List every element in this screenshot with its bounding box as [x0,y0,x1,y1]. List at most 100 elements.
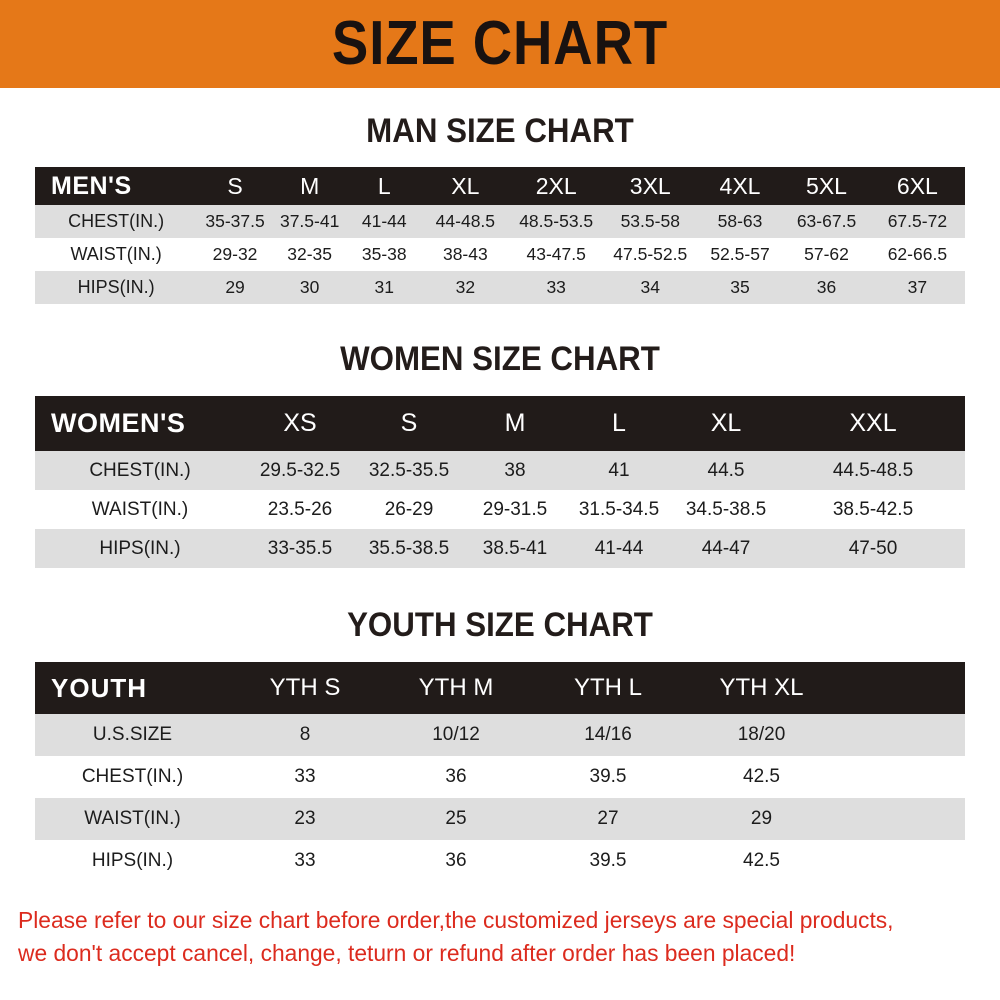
youth-row-label: U.S.SIZE [35,714,230,756]
youth-cell: 18/20 [684,714,839,756]
page-title: SIZE CHART [331,9,669,78]
youth-cell: 14/16 [532,714,684,756]
men-row-label: HIPS(IN.) [35,271,198,304]
men-table-header-row: MEN'S S M L XL 2XL 3XL 4XL 5XL 6XL [35,167,965,205]
youth-cell-spacer [839,756,965,798]
women-cell: 41-44 [567,529,671,568]
men-cell: 48.5-53.5 [508,205,604,238]
men-cell: 35 [696,271,784,304]
men-cell: 30 [272,271,347,304]
youth-cell: 36 [380,756,532,798]
table-row: CHEST(IN.) 33 36 39.5 42.5 [35,756,965,798]
women-cell: 29.5-32.5 [245,451,355,490]
women-cell: 38 [463,451,567,490]
women-cell: 32.5-35.5 [355,451,463,490]
men-col-header: XL [422,167,509,205]
men-col-header: 6XL [869,167,965,205]
women-cell: 44.5-48.5 [781,451,965,490]
women-row-label: WAIST(IN.) [35,490,245,529]
men-cell: 32 [422,271,509,304]
men-col-header: 3XL [603,167,697,205]
youth-cell: 27 [532,798,684,840]
youth-cell-spacer [839,714,965,756]
disclaimer: Please refer to our size chart before or… [0,904,1000,971]
youth-cell: 25 [380,798,532,840]
women-row-label: HIPS(IN.) [35,529,245,568]
man-section-title: MAN SIZE CHART [366,112,634,150]
youth-cell: 33 [230,840,380,882]
men-cell: 63-67.5 [783,205,870,238]
table-row: U.S.SIZE 8 10/12 14/16 18/20 [35,714,965,756]
men-col-header: 2XL [508,167,604,205]
men-col-header: S [197,167,273,205]
disclaimer-line-2: we don't accept cancel, change, teturn o… [18,940,796,967]
women-cell: 31.5-34.5 [567,490,671,529]
youth-cell: 23 [230,798,380,840]
women-col-header: XS [245,396,355,451]
men-cell: 44-48.5 [422,205,509,238]
youth-row-label: HIPS(IN.) [35,840,230,882]
youth-table-header-row: YOUTH YTH S YTH M YTH L YTH XL [35,662,965,714]
women-cell: 38.5-42.5 [781,490,965,529]
men-cell: 38-43 [422,238,509,271]
youth-header-spacer [839,662,965,714]
youth-cell: 33 [230,756,380,798]
men-cell: 37 [869,271,965,304]
men-size-table: MEN'S S M L XL 2XL 3XL 4XL 5XL 6XL CHEST… [35,167,965,304]
men-cell: 58-63 [696,205,784,238]
youth-cell: 42.5 [684,756,839,798]
youth-cell: 10/12 [380,714,532,756]
women-cell: 44.5 [671,451,781,490]
men-cell: 34 [603,271,697,304]
men-corner-label: MEN'S [35,167,198,205]
men-col-header: M [272,167,347,205]
men-cell: 47.5-52.5 [603,238,697,271]
men-cell: 57-62 [783,238,870,271]
women-col-header: M [463,396,567,451]
women-col-header: XXL [781,396,965,451]
women-col-header: S [355,396,463,451]
youth-row-label: WAIST(IN.) [35,798,230,840]
women-cell: 47-50 [781,529,965,568]
women-row-label: CHEST(IN.) [35,451,245,490]
page-banner: SIZE CHART [0,0,1000,88]
table-row: HIPS(IN.) 33-35.5 35.5-38.5 38.5-41 41-4… [35,529,965,568]
men-col-header: L [346,167,423,205]
women-cell: 38.5-41 [463,529,567,568]
youth-cell: 8 [230,714,380,756]
women-col-header: XL [671,396,781,451]
women-table-header-row: WOMEN'S XS S M L XL XXL [35,396,965,451]
youth-corner-label: YOUTH [35,662,230,714]
disclaimer-line-1: Please refer to our size chart before or… [18,907,894,933]
youth-cell: 36 [380,840,532,882]
table-row: HIPS(IN.) 29 30 31 32 33 34 35 36 37 [35,271,965,304]
men-cell: 29 [197,271,273,304]
men-cell: 31 [346,271,423,304]
youth-cell: 39.5 [532,756,684,798]
men-cell: 35-37.5 [197,205,273,238]
table-row: CHEST(IN.) 29.5-32.5 32.5-35.5 38 41 44.… [35,451,965,490]
women-size-table: WOMEN'S XS S M L XL XXL CHEST(IN.) 29.5-… [35,396,965,568]
youth-col-header: YTH L [532,662,684,714]
women-cell: 23.5-26 [245,490,355,529]
table-row: HIPS(IN.) 33 36 39.5 42.5 [35,840,965,882]
youth-col-header: YTH S [230,662,380,714]
men-cell: 37.5-41 [272,205,347,238]
men-cell: 35-38 [346,238,423,271]
women-cell: 26-29 [355,490,463,529]
men-cell: 29-32 [197,238,273,271]
men-cell: 62-66.5 [869,238,965,271]
youth-cell-spacer [839,798,965,840]
men-row-label: WAIST(IN.) [35,238,198,271]
youth-size-table: YOUTH YTH S YTH M YTH L YTH XL U.S.SIZE … [35,662,965,882]
youth-cell: 29 [684,798,839,840]
men-cell: 43-47.5 [508,238,604,271]
men-row-label: CHEST(IN.) [35,205,198,238]
women-corner-label: WOMEN'S [35,396,245,451]
women-col-header: L [567,396,671,451]
table-row: WAIST(IN.) 23 25 27 29 [35,798,965,840]
youth-cell: 39.5 [532,840,684,882]
women-cell: 33-35.5 [245,529,355,568]
men-cell: 33 [508,271,604,304]
men-col-header: 5XL [783,167,870,205]
